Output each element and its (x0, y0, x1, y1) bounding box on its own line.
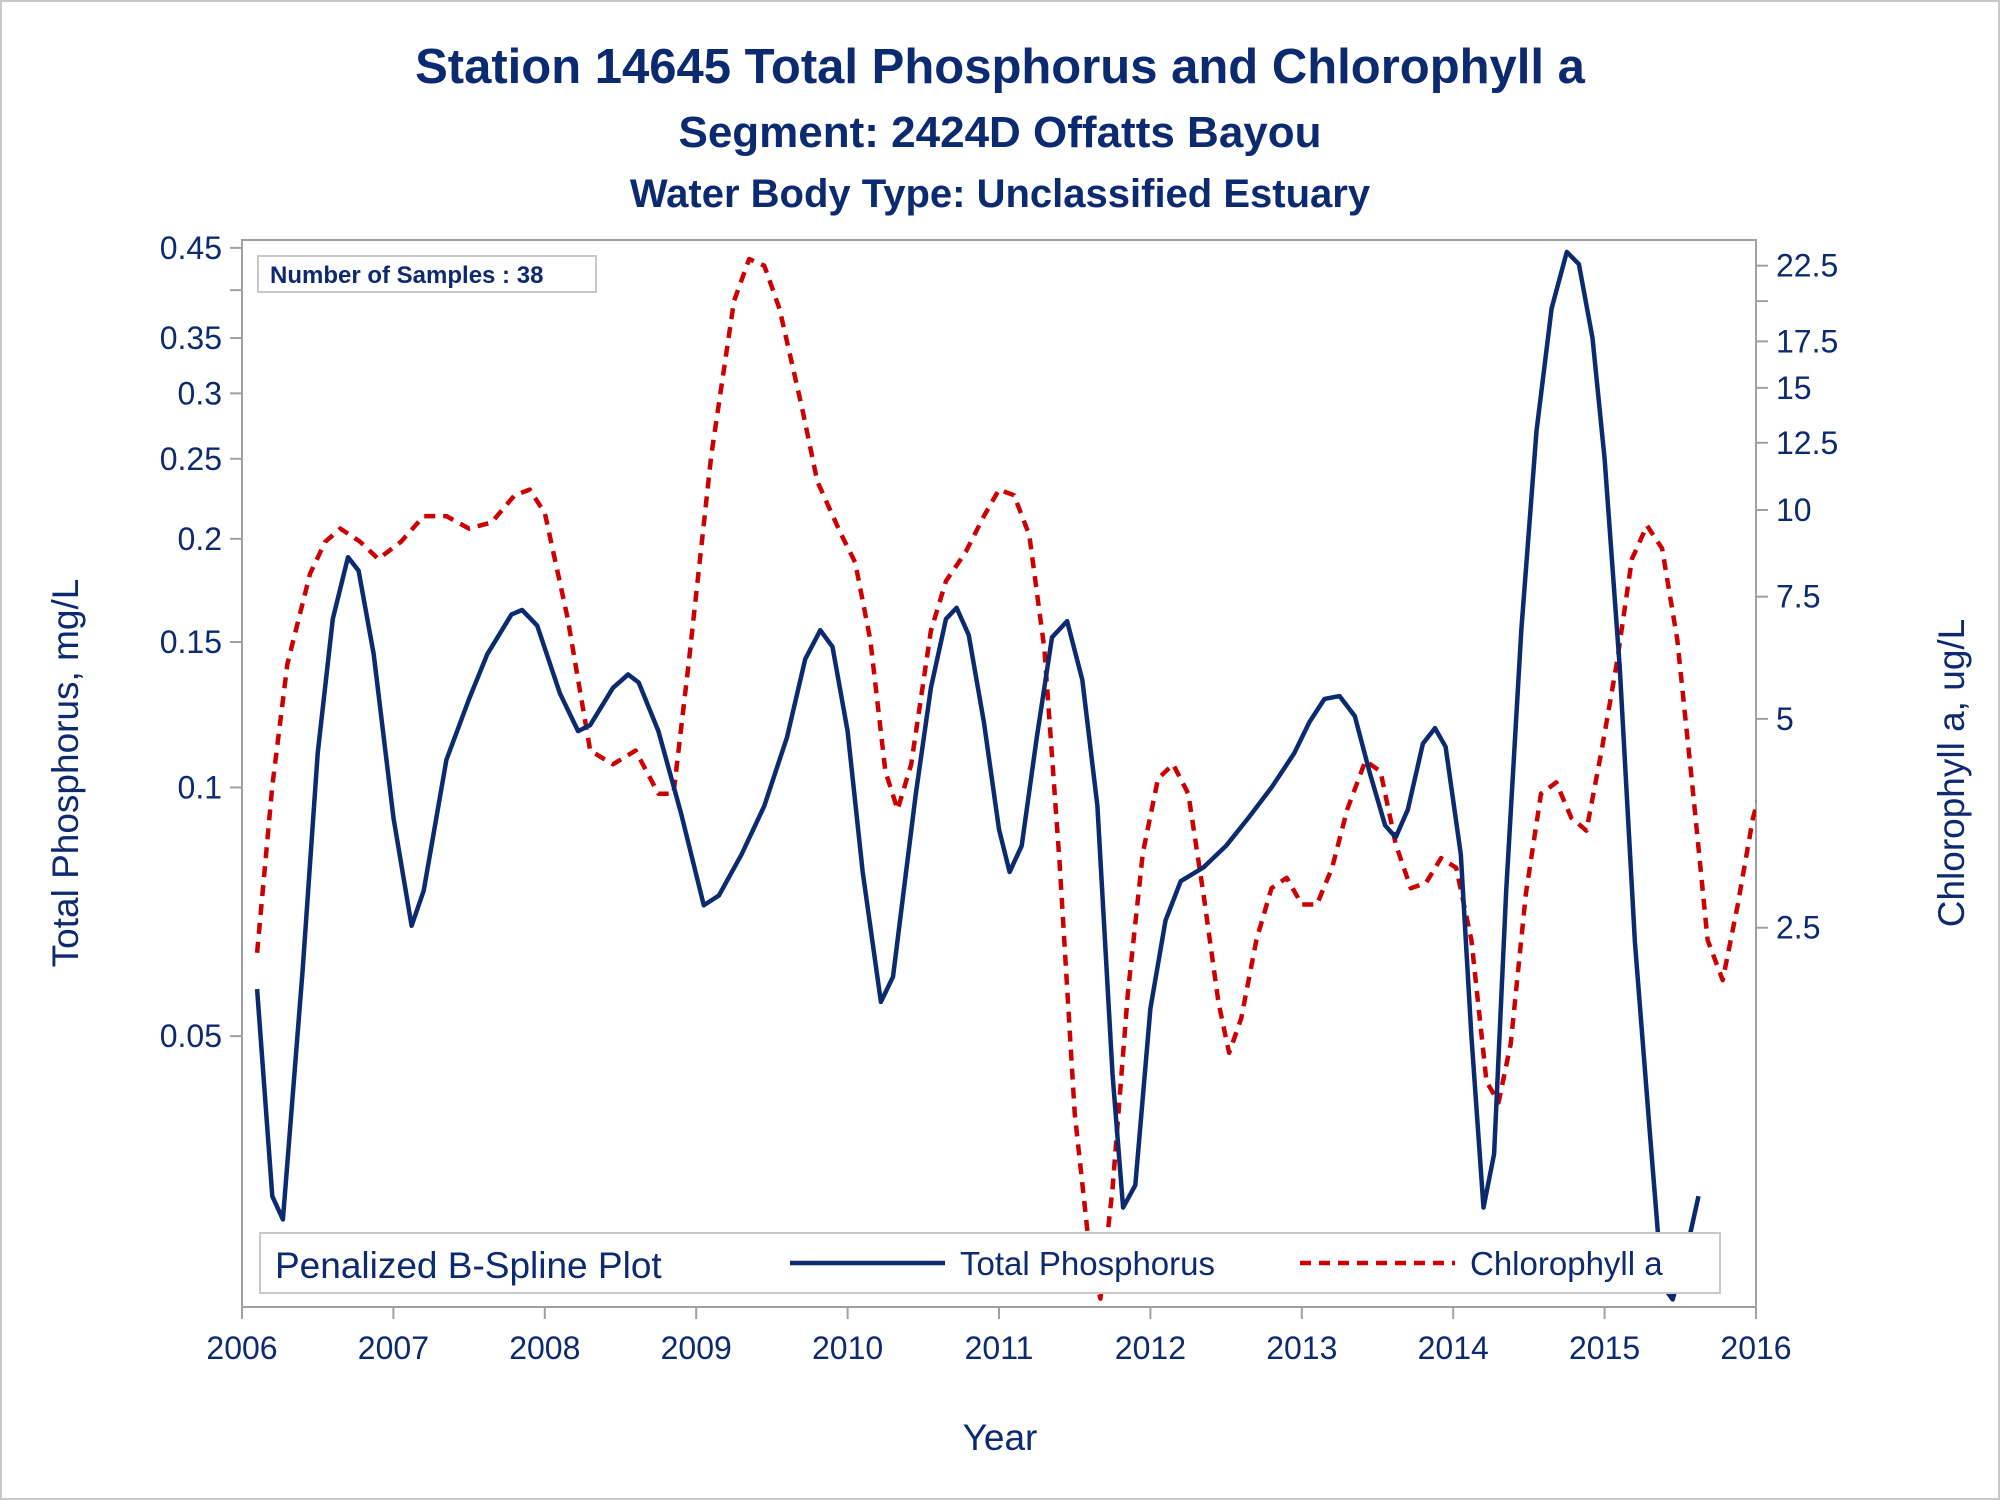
y-right-tick-label: 22.5 (1776, 248, 1838, 284)
x-tick-label: 2011 (965, 1330, 1034, 1366)
x-tick-label: 2006 (206, 1330, 277, 1366)
plot-area (241, 239, 1757, 1308)
series-line-chlorophyll-a (254, 256, 1756, 1301)
x-tick-label: 2013 (1266, 1330, 1337, 1366)
y-right-tick-label: 7.5 (1776, 579, 1820, 615)
y-left-axis-label: Total Phosphorus, mg/L (45, 579, 86, 968)
y-left-tick-label: 0.05 (160, 1018, 222, 1054)
y-left-axis: 0.05 0.1 0.15 0.2 0.25 0.3 0.35 0.45 (160, 230, 242, 1054)
x-tick-label: 2015 (1569, 1330, 1640, 1366)
y-left-tick-label: 0.3 (178, 375, 222, 411)
x-axis-label: Year (963, 1417, 1038, 1458)
x-tick-label: 2008 (509, 1330, 580, 1366)
chart-subtitle-2: Water Body Type: Unclassified Estuary (630, 172, 1371, 216)
y-right-tick-label: 15 (1776, 370, 1812, 406)
x-tick-label: 2014 (1418, 1330, 1489, 1366)
series-line-total-phosphorus (254, 249, 1701, 1302)
inset-box (257, 255, 597, 293)
x-tick-label: 2010 (812, 1330, 883, 1366)
legend-label-total-phosphorus: Total Phosphorus (960, 1245, 1215, 1282)
x-tick-label: 2009 (661, 1330, 732, 1366)
y-right-axis: 2.5 5 7.5 10 12.5 15 17.5 22.5 (1756, 248, 1838, 946)
y-left-tick-label: 0.2 (178, 521, 222, 557)
series-layer (254, 249, 1756, 1302)
y-right-tick-label: 17.5 (1776, 323, 1838, 359)
chart-title: Station 14645 Total Phosphorus and Chlor… (415, 40, 1586, 94)
sample-count-text: Number of Samples : 38 (270, 262, 543, 289)
y-right-tick-label: 10 (1776, 492, 1812, 528)
legend-title: Penalized B-Spline Plot (275, 1245, 662, 1286)
y-right-tick-label: 12.5 (1776, 425, 1838, 461)
y-left-tick-label: 0.45 (160, 230, 222, 266)
chart-subtitle: Segment: 2424D Offatts Bayou (678, 108, 1321, 157)
sample-count-inset: Number of Samples : 38 (257, 255, 597, 293)
y-left-tick-label: 0.25 (160, 441, 222, 477)
y-left-tick-label: 0.35 (160, 320, 222, 356)
legend: Penalized B-Spline Plot Total Phosphorus… (259, 1232, 1721, 1294)
x-tick-label: 2007 (358, 1330, 429, 1366)
x-tick-label: 2012 (1115, 1330, 1186, 1366)
y-right-axis-label: Chlorophyll a, ug/L (1931, 619, 1972, 928)
x-tick-label: 2016 (1720, 1330, 1791, 1366)
y-right-tick-label: 5 (1776, 701, 1794, 737)
x-axis: 2006 2007 2008 2009 2010 2011 2012 2013 2014 2015… (206, 1307, 1792, 1366)
legend-label-chlorophyll-a: Chlorophyll a (1470, 1245, 1663, 1282)
y-right-tick-label: 2.5 (1776, 910, 1820, 946)
y-left-tick-label: 0.15 (160, 624, 222, 660)
legend-box (259, 1232, 1721, 1294)
y-left-tick-label: 0.1 (178, 769, 222, 805)
